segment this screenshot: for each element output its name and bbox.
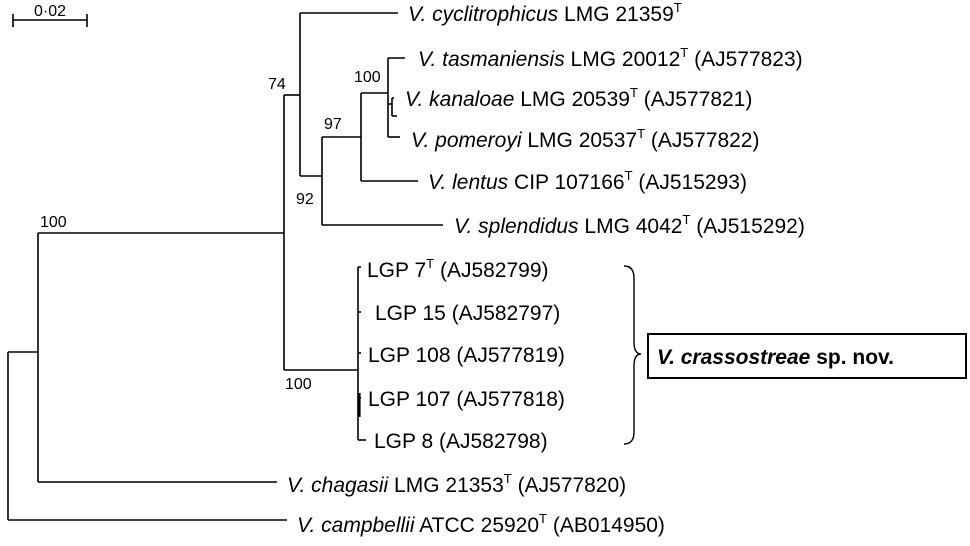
taxon-label-lgp107: LGP 107 (AJ577818) bbox=[368, 388, 565, 411]
scale-bar-label: 0·02 bbox=[34, 3, 66, 20]
bootstrap-value: 100 bbox=[285, 376, 312, 393]
taxon-label-kanaloae: V. kanaloae LMG 20539T (AJ577821) bbox=[405, 85, 752, 111]
bootstrap-value: 97 bbox=[324, 116, 342, 133]
bootstrap-values: 100 74 97 92 100 100 bbox=[40, 69, 381, 393]
new-species-box: V. crassostreae sp. nov. bbox=[647, 333, 967, 379]
taxon-label-lgp15: LGP 15 (AJ582797) bbox=[375, 302, 560, 325]
taxon-label-lentus: V. lentus CIP 107166T (AJ515293) bbox=[428, 168, 747, 194]
taxon-label-splendidus: V. splendidus LMG 4042T (AJ515292) bbox=[454, 212, 805, 238]
bootstrap-value: 74 bbox=[268, 76, 286, 93]
taxon-label-cyclitrophicus: V. cyclitrophicus LMG 21359T bbox=[408, 0, 682, 26]
taxon-label-campbellii: V. campbellii ATCC 25920T (AB014950) bbox=[297, 511, 665, 537]
taxon-label-tasmaniensis: V. tasmaniensis LMG 20012T (AJ577823) bbox=[418, 45, 803, 71]
taxon-label-lgp7: LGP 7T (AJ582799) bbox=[367, 256, 549, 282]
taxon-label-pomeroyi: V. pomeroyi LMG 20537T (AJ577822) bbox=[411, 126, 759, 152]
clade-brace bbox=[623, 265, 642, 445]
taxon-labels: V. cyclitrophicus LMG 21359T V. tasmanie… bbox=[287, 0, 805, 537]
scale-bar: 0·02 bbox=[12, 3, 88, 27]
taxon-label-lgp108: LGP 108 (AJ577819) bbox=[368, 344, 565, 367]
bootstrap-value: 100 bbox=[354, 69, 381, 86]
bootstrap-value: 100 bbox=[40, 214, 67, 231]
tree-branches bbox=[7, 12, 443, 521]
taxon-label-chagasii: V. chagasii LMG 21353T (AJ577820) bbox=[287, 471, 626, 497]
taxon-label-lgp8: LGP 8 (AJ582798) bbox=[374, 430, 548, 453]
bootstrap-value: 92 bbox=[296, 191, 314, 208]
new-species-label: V. crassostreae sp. nov. bbox=[657, 346, 894, 369]
